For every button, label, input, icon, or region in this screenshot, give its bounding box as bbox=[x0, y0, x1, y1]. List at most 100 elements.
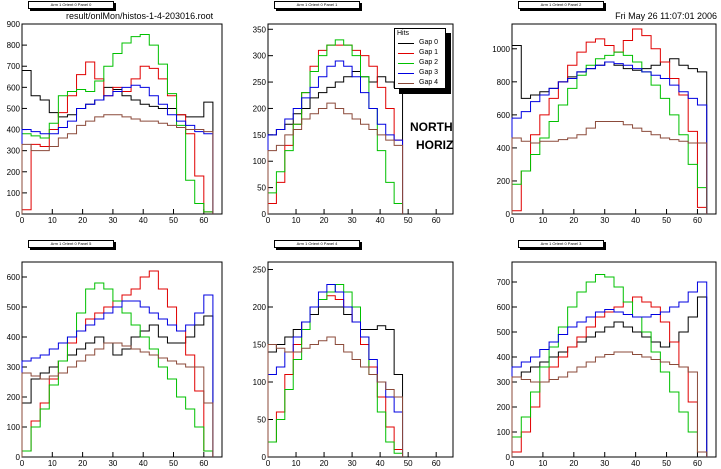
series-gap-0 bbox=[267, 71, 404, 214]
legend-entry: Gap 2 bbox=[395, 58, 445, 68]
y-tick-label: 0 bbox=[506, 453, 511, 462]
y-tick-label: 0 bbox=[16, 453, 21, 462]
legend-label: Gap 4 bbox=[419, 79, 439, 86]
y-tick-label: 400 bbox=[497, 144, 511, 153]
series-gap-2 bbox=[267, 39, 404, 214]
x-tick-label: 0 bbox=[510, 459, 515, 468]
y-tick-label: 600 bbox=[497, 303, 511, 312]
y-tick-label: 500 bbox=[497, 328, 511, 337]
legend: Hits Gap 0 Gap 1 Gap 2 Gap 3 Gap 4 bbox=[394, 28, 446, 89]
series-gap-4 bbox=[267, 336, 404, 457]
y-tick-label: 0 bbox=[16, 210, 21, 219]
x-tick-label: 40 bbox=[631, 459, 640, 468]
panel-title-3-text: Arm 1 Orient 0 Panel 5 bbox=[50, 241, 92, 246]
series-gap-3 bbox=[21, 294, 214, 457]
y-tick-label: 300 bbox=[253, 52, 267, 61]
panel-title-0-text: Arm 1 Orient 0 Panel 0 bbox=[50, 2, 92, 7]
y-tick-label: 300 bbox=[497, 378, 511, 387]
legend-label: Gap 1 bbox=[419, 49, 439, 56]
series-gap-2 bbox=[21, 34, 214, 214]
y-tick-label: 700 bbox=[497, 278, 511, 287]
series-gap-1 bbox=[21, 61, 214, 214]
legend-label: Gap 3 bbox=[419, 69, 439, 76]
x-tick-label: 20 bbox=[78, 216, 87, 225]
series-gap-4 bbox=[511, 120, 708, 214]
series-gap-0 bbox=[267, 306, 404, 457]
y-tick-label: 200 bbox=[497, 403, 511, 412]
x-tick-label: 40 bbox=[376, 459, 385, 468]
x-tick-label: 40 bbox=[631, 216, 640, 225]
file-path-label: result/onlMon/histos-1-4-203016.root bbox=[66, 11, 214, 21]
x-tick-label: 30 bbox=[108, 216, 117, 225]
legend-swatch bbox=[398, 83, 414, 84]
series-gap-3 bbox=[511, 281, 708, 457]
x-tick-label: 60 bbox=[432, 459, 441, 468]
panel-title-1: Arm 1 Orient 0 Panel 1 bbox=[274, 1, 360, 9]
annotation-horiz: HORIZ bbox=[416, 138, 454, 152]
panel-title-5: Arm 1 Orient 0 Panel 3 bbox=[518, 240, 604, 248]
x-tick-label: 30 bbox=[348, 216, 357, 225]
x-tick-label: 0 bbox=[20, 459, 25, 468]
x-tick-label: 10 bbox=[538, 216, 547, 225]
x-tick-label: 20 bbox=[320, 216, 329, 225]
y-tick-label: 100 bbox=[253, 157, 267, 166]
x-tick-label: 50 bbox=[169, 216, 178, 225]
x-tick-label: 60 bbox=[199, 459, 208, 468]
y-tick-label: 200 bbox=[253, 303, 267, 312]
legend-label: Gap 2 bbox=[419, 59, 439, 66]
y-tick-label: 200 bbox=[7, 393, 21, 402]
x-tick-label: 50 bbox=[404, 459, 413, 468]
y-tick-label: 200 bbox=[253, 104, 267, 113]
y-tick-label: 500 bbox=[7, 104, 21, 113]
x-tick-label: 60 bbox=[199, 216, 208, 225]
panel-title-1-text: Arm 1 Orient 0 Panel 1 bbox=[296, 2, 338, 7]
y-tick-label: 800 bbox=[7, 41, 21, 50]
y-tick-label: 250 bbox=[253, 266, 267, 275]
x-tick-label: 10 bbox=[538, 459, 547, 468]
panel-title-5-text: Arm 1 Orient 0 Panel 3 bbox=[540, 241, 582, 246]
y-tick-label: 700 bbox=[7, 62, 21, 71]
y-tick-label: 0 bbox=[506, 210, 511, 219]
legend-swatch bbox=[398, 43, 414, 44]
x-tick-label: 0 bbox=[266, 216, 271, 225]
legend-swatch bbox=[398, 73, 414, 74]
series-gap-3 bbox=[21, 84, 214, 214]
legend-label: Gap 0 bbox=[419, 39, 439, 46]
y-tick-label: 600 bbox=[7, 83, 21, 92]
series-gap-2 bbox=[511, 51, 708, 214]
series-gap-2 bbox=[21, 282, 214, 457]
x-tick-label: 60 bbox=[693, 459, 702, 468]
x-tick-label: 10 bbox=[292, 459, 301, 468]
legend-swatch bbox=[398, 63, 414, 64]
y-tick-label: 100 bbox=[7, 189, 21, 198]
x-tick-label: 40 bbox=[139, 459, 148, 468]
plot-frame bbox=[21, 23, 223, 215]
x-tick-label: 30 bbox=[600, 216, 609, 225]
y-tick-label: 50 bbox=[257, 416, 266, 425]
y-tick-label: 50 bbox=[257, 184, 266, 193]
x-tick-label: 50 bbox=[169, 459, 178, 468]
series-gap-4 bbox=[21, 114, 214, 214]
x-tick-label: 10 bbox=[292, 216, 301, 225]
y-tick-label: 400 bbox=[7, 126, 21, 135]
plot-frame bbox=[21, 261, 223, 458]
panel-title-3: Arm 1 Orient 0 Panel 5 bbox=[28, 240, 114, 248]
panel-title-2: Arm 1 Orient 0 Panel 2 bbox=[518, 1, 604, 9]
series-gap-1 bbox=[511, 28, 708, 214]
x-tick-label: 30 bbox=[108, 459, 117, 468]
y-tick-label: 600 bbox=[7, 273, 21, 282]
y-tick-label: 100 bbox=[497, 428, 511, 437]
y-tick-label: 800 bbox=[497, 78, 511, 87]
x-tick-label: 60 bbox=[693, 216, 702, 225]
y-tick-label: 400 bbox=[497, 353, 511, 362]
y-tick-label: 350 bbox=[253, 25, 267, 34]
x-tick-label: 0 bbox=[266, 459, 271, 468]
x-tick-label: 0 bbox=[20, 216, 25, 225]
y-tick-label: 400 bbox=[7, 333, 21, 342]
y-tick-label: 500 bbox=[7, 303, 21, 312]
x-tick-label: 10 bbox=[48, 216, 57, 225]
series-gap-2 bbox=[511, 274, 708, 457]
x-tick-label: 60 bbox=[432, 216, 441, 225]
x-tick-label: 40 bbox=[376, 216, 385, 225]
